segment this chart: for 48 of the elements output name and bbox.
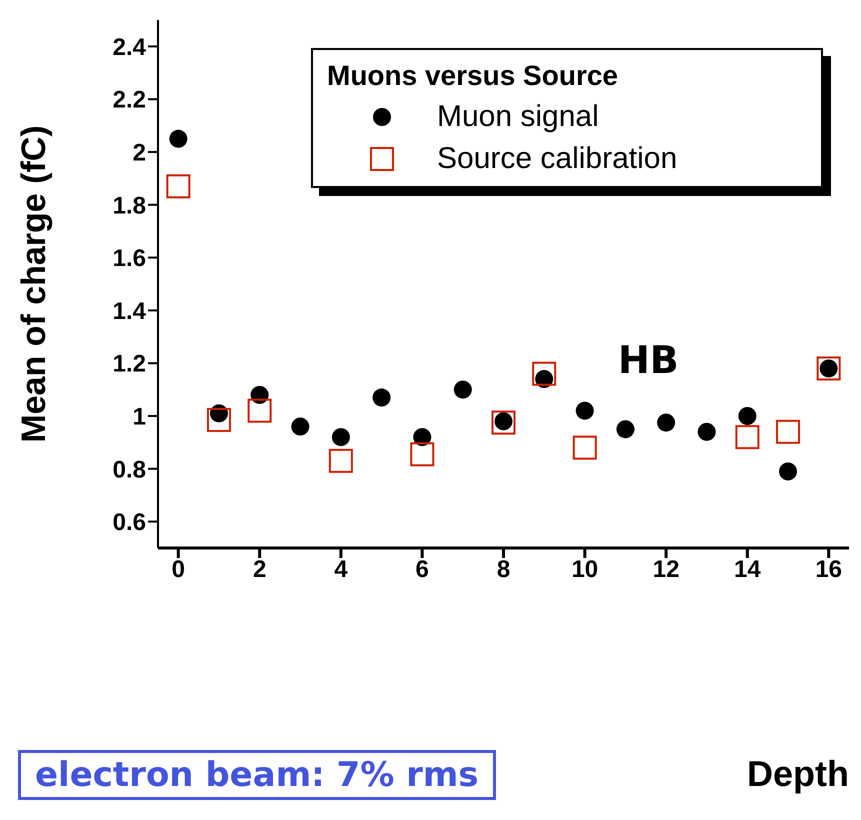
y-tick-label: 1.6 bbox=[112, 245, 146, 272]
legend-title: Muons versus Source bbox=[327, 60, 619, 92]
text: electron beam: 7% rms bbox=[18, 750, 496, 800]
x-axis-title: Depth bbox=[747, 753, 849, 795]
point bbox=[776, 420, 800, 444]
legend-label: Muon signal bbox=[437, 100, 599, 134]
y-tick-label: 2 bbox=[132, 140, 146, 167]
x-tick-label: 14 bbox=[734, 556, 762, 584]
annotation: HB bbox=[618, 338, 679, 382]
point bbox=[169, 130, 188, 148]
point bbox=[372, 388, 391, 407]
point bbox=[410, 442, 434, 466]
point bbox=[454, 380, 472, 399]
x-tick-label: 12 bbox=[652, 556, 680, 584]
point bbox=[328, 448, 353, 473]
legend-label: Source calibration bbox=[437, 142, 678, 176]
y-tick-label: 2.4 bbox=[112, 34, 147, 61]
point bbox=[576, 402, 594, 420]
y-tick-label: 2.2 bbox=[112, 86, 146, 114]
y-axis-title: Mean of charge (fC) bbox=[15, 125, 54, 443]
point bbox=[291, 418, 310, 436]
point bbox=[698, 422, 716, 441]
y-tick-label: 1.4 bbox=[112, 298, 147, 325]
x-tick-label: 10 bbox=[571, 556, 598, 584]
point bbox=[248, 398, 272, 423]
point bbox=[332, 428, 350, 446]
y-tick-label: 0.8 bbox=[112, 456, 146, 484]
point bbox=[532, 362, 556, 386]
point bbox=[572, 436, 597, 460]
x-tick-label: 2 bbox=[252, 556, 266, 584]
x-tick-label: 6 bbox=[416, 556, 429, 584]
point bbox=[779, 462, 798, 480]
x-tick-label: 16 bbox=[815, 556, 842, 584]
point bbox=[738, 407, 756, 425]
point bbox=[492, 410, 516, 435]
y-tick-label: 1.2 bbox=[112, 350, 146, 378]
point bbox=[657, 414, 676, 432]
point bbox=[413, 428, 432, 446]
x-tick-label: 4 bbox=[334, 556, 348, 584]
point bbox=[166, 174, 190, 198]
y-tick-label: 0.6 bbox=[112, 509, 146, 536]
y-tick-label: 1 bbox=[132, 404, 146, 431]
x-tick-label: 0 bbox=[172, 556, 186, 584]
y-tick-label: 1.8 bbox=[112, 192, 146, 220]
x-tick-label: 8 bbox=[496, 556, 510, 584]
point bbox=[206, 408, 231, 432]
point bbox=[616, 420, 634, 438]
point bbox=[735, 425, 760, 450]
